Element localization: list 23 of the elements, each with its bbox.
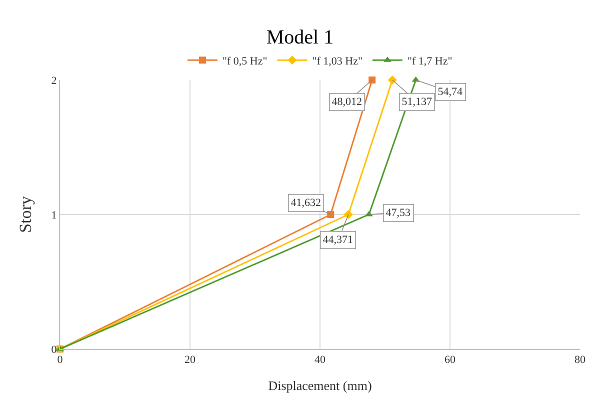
annotation: 41,632 (290, 196, 322, 209)
point (344, 210, 353, 220)
legend-label: "f 1,7 Hz" (407, 55, 452, 68)
point (388, 75, 397, 85)
annotation: 51,137 (402, 96, 433, 108)
x-tick-label: 60 (444, 354, 456, 366)
y-axis-title: Story (16, 196, 35, 233)
annotation: 54,74 (438, 86, 464, 98)
x-tick-label: 20 (184, 354, 196, 366)
annotation: 44,371 (322, 234, 354, 246)
point (368, 76, 376, 84)
y-tick-label: 1 (51, 209, 57, 222)
chart-title: Model 1 (266, 26, 334, 48)
x-tick-label: 80 (574, 354, 586, 366)
y-tick-label: 0 (51, 344, 58, 356)
x-axis-title: Displacement (mm) (268, 378, 372, 393)
y-tick-label: 2 (51, 74, 57, 87)
legend-label: "f 1,03 Hz" (312, 55, 362, 68)
point (327, 211, 334, 218)
x-tick-label: 40 (314, 354, 326, 366)
annotation: 47,53 (386, 206, 412, 219)
legend-label: "f 0,5 Hz" (222, 55, 268, 68)
annotation: 48,012 (332, 96, 362, 108)
